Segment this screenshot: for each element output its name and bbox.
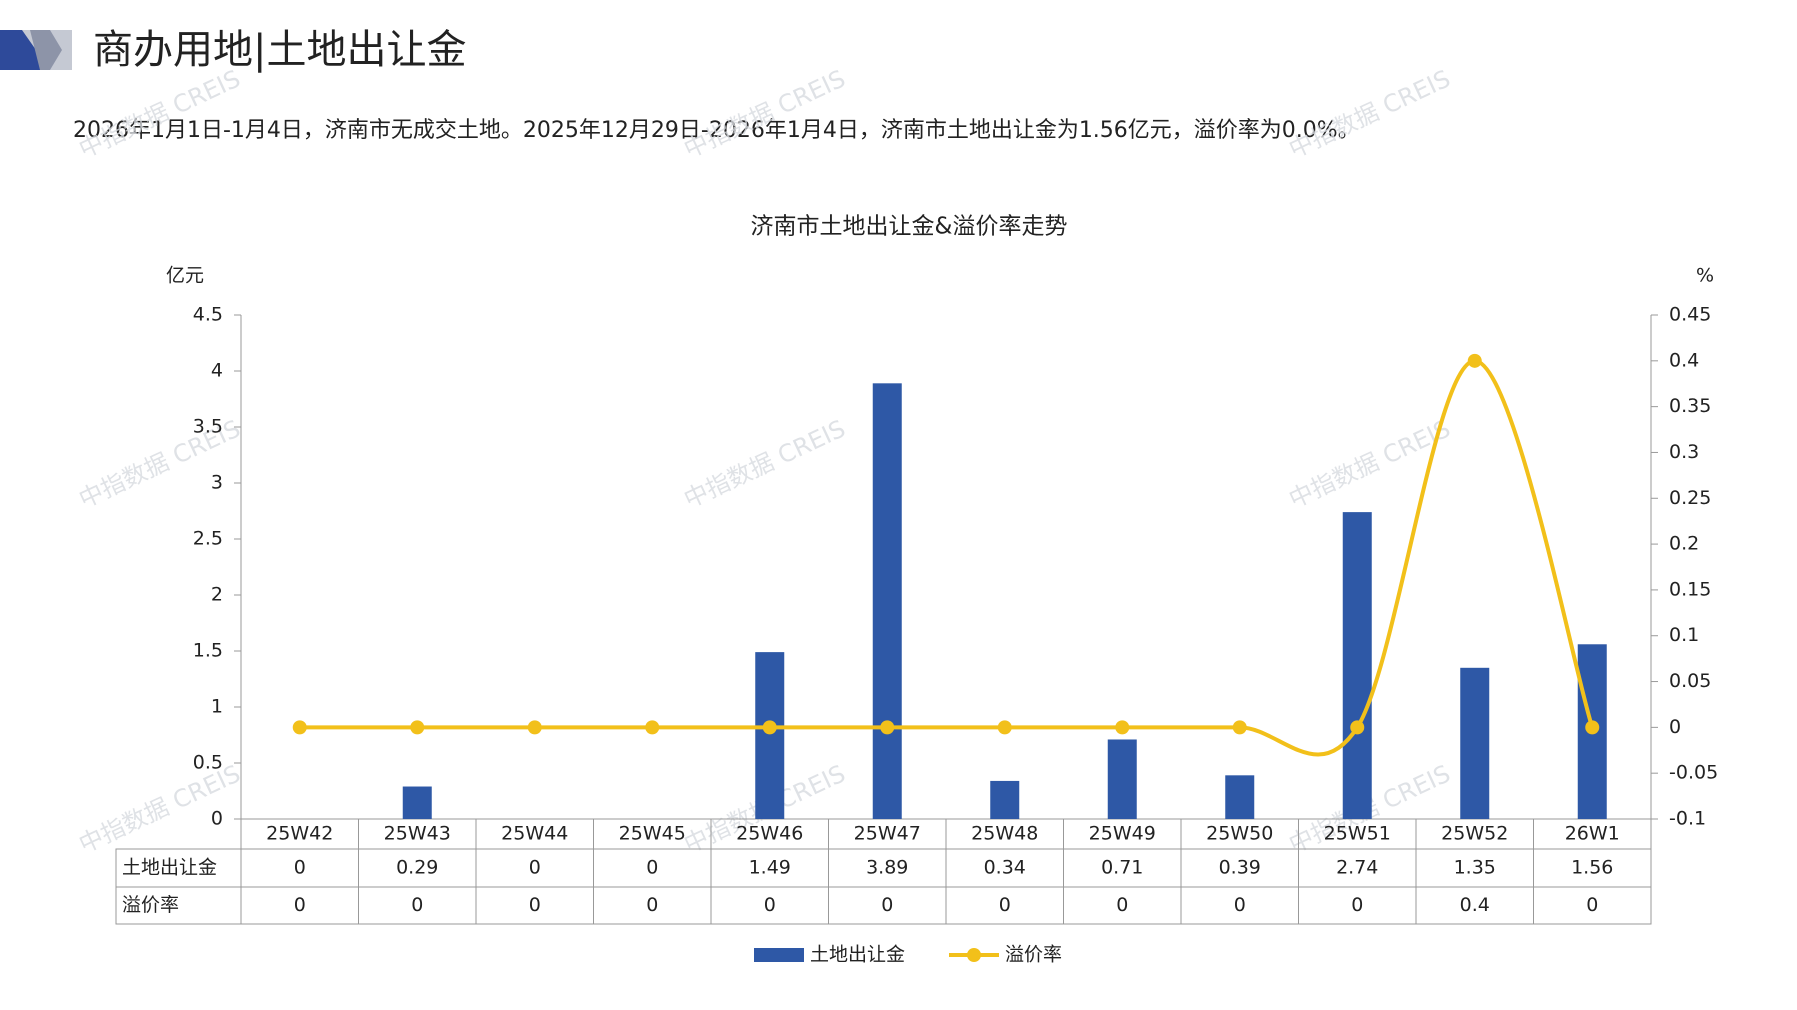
watermark: 中指数据 CREIS (75, 65, 245, 164)
table-cell: 3.89 (866, 857, 908, 879)
table-cell: 0.34 (984, 857, 1026, 879)
y2-tick-label: 0.1 (1669, 624, 1699, 646)
y-tick-label: 3 (211, 472, 223, 494)
x-tick-label: 25W45 (619, 823, 686, 845)
page-title: 商办用地|土地出让金 (93, 27, 466, 73)
y-tick-label: 0.5 (193, 752, 223, 774)
y2-tick-label: 0.25 (1669, 487, 1711, 509)
x-tick-label: 25W42 (266, 823, 333, 845)
line-marker (1585, 720, 1600, 735)
table-cell: 0.4 (1460, 894, 1490, 916)
x-tick-label: 25W44 (501, 823, 568, 845)
legend-swatch (754, 948, 804, 962)
table-cell: 0 (646, 894, 658, 916)
y2-tick-label: 0 (1669, 716, 1681, 738)
y2-axis-label: % (1696, 265, 1714, 287)
x-tick-label: 25W43 (384, 823, 451, 845)
table-cell: 0 (999, 894, 1011, 916)
table-cell: 0 (764, 894, 776, 916)
table-cell: 0 (529, 857, 541, 879)
table-cell: 1.56 (1571, 857, 1613, 879)
table-cell: 0 (1234, 894, 1246, 916)
x-tick-label: 25W52 (1441, 823, 1508, 845)
line-marker (997, 720, 1012, 735)
legend-swatch (967, 948, 981, 962)
x-tick-label: 25W48 (971, 823, 1038, 845)
table-cell: 0 (1116, 894, 1128, 916)
line (299, 358, 1595, 757)
line-marker (1232, 720, 1247, 735)
logo-block (30, 30, 62, 70)
y2-tick-label: 0.4 (1669, 349, 1699, 371)
table-cell: 1.49 (749, 857, 791, 879)
table-cell: 0 (294, 857, 306, 879)
table-cell: 0 (646, 857, 658, 879)
table-cell: 0 (529, 894, 541, 916)
y2-tick-label: 0.05 (1669, 670, 1711, 692)
table-row-label: 溢价率 (122, 894, 179, 916)
table-cell: 0 (1586, 894, 1598, 916)
table-cell: 0.39 (1219, 857, 1261, 879)
line-marker (1467, 353, 1482, 368)
line-marker (762, 720, 777, 735)
y-tick-label: 1.5 (193, 640, 223, 662)
line-marker (1350, 720, 1365, 735)
y2-tick-label: 0.3 (1669, 441, 1699, 463)
line-marker (645, 720, 660, 735)
chart-title: 济南市土地出让金&溢价率走势 (751, 214, 1068, 240)
line-marker (880, 720, 895, 735)
line-marker (1115, 720, 1130, 735)
table-cell: 0 (411, 894, 423, 916)
y-axis-label: 亿元 (166, 265, 204, 287)
table-cell: 2.74 (1336, 857, 1378, 879)
y2-tick-label: 0.45 (1669, 304, 1711, 326)
x-tick-label: 25W51 (1324, 823, 1391, 845)
y2-tick-label: 0.35 (1669, 395, 1711, 417)
x-tick-label: 25W46 (736, 823, 803, 845)
table-cell: 0 (881, 894, 893, 916)
x-tick-label: 25W49 (1089, 823, 1156, 845)
y2-tick-label: -0.1 (1669, 808, 1706, 830)
table-cell: 1.35 (1454, 857, 1496, 879)
table-cell: 0.71 (1101, 857, 1143, 879)
bar (990, 780, 1020, 819)
table-row-label: 土地出让金 (122, 857, 217, 879)
table-cell: 0.29 (396, 857, 438, 879)
bar (755, 652, 785, 819)
bar (1342, 512, 1372, 819)
watermark: 中指数据 CREIS (1285, 65, 1455, 164)
bar (1225, 775, 1255, 819)
y-tick-label: 4.5 (193, 304, 223, 326)
legend-label: 土地出让金 (810, 944, 905, 966)
legend-label: 溢价率 (1005, 944, 1062, 966)
bar (872, 383, 902, 819)
line-marker (410, 720, 425, 735)
y2-tick-label: 0.15 (1669, 578, 1711, 600)
y2-tick-label: 0.2 (1669, 533, 1699, 555)
line-marker (527, 720, 542, 735)
x-tick-label: 25W50 (1206, 823, 1273, 845)
line-marker (292, 720, 307, 735)
description: 2026年1月1日-1月4日，济南市无成交土地。2025年12月29日-2026… (73, 118, 1360, 143)
y-tick-label: 3.5 (193, 416, 223, 438)
x-tick-label: 25W47 (854, 823, 921, 845)
y-tick-label: 2 (211, 584, 223, 606)
y2-tick-label: -0.05 (1669, 762, 1718, 784)
watermark: 中指数据 CREIS (680, 415, 850, 514)
table-cell: 0 (1351, 894, 1363, 916)
y-tick-label: 1 (211, 696, 223, 718)
y-tick-label: 4 (211, 360, 223, 382)
bar (1107, 739, 1137, 819)
y-tick-label: 0 (211, 808, 223, 830)
bar (402, 786, 432, 819)
x-tick-label: 26W1 (1565, 823, 1620, 845)
table-cell: 0 (294, 894, 306, 916)
watermark: 中指数据 CREIS (680, 65, 850, 164)
y-tick-label: 2.5 (193, 528, 223, 550)
bar (1460, 667, 1490, 819)
